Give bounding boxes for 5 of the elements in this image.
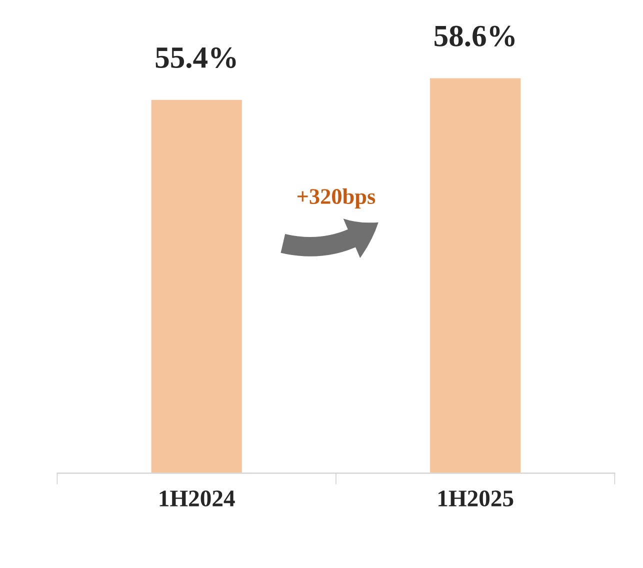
annotation: +320bps [297, 188, 376, 209]
x-tick-label: 1H2024 [160, 490, 235, 506]
data-label: 55.4% [156, 47, 236, 68]
x-tick-label: 1H2025 [438, 490, 514, 506]
data-label: 58.6% [434, 26, 514, 46]
